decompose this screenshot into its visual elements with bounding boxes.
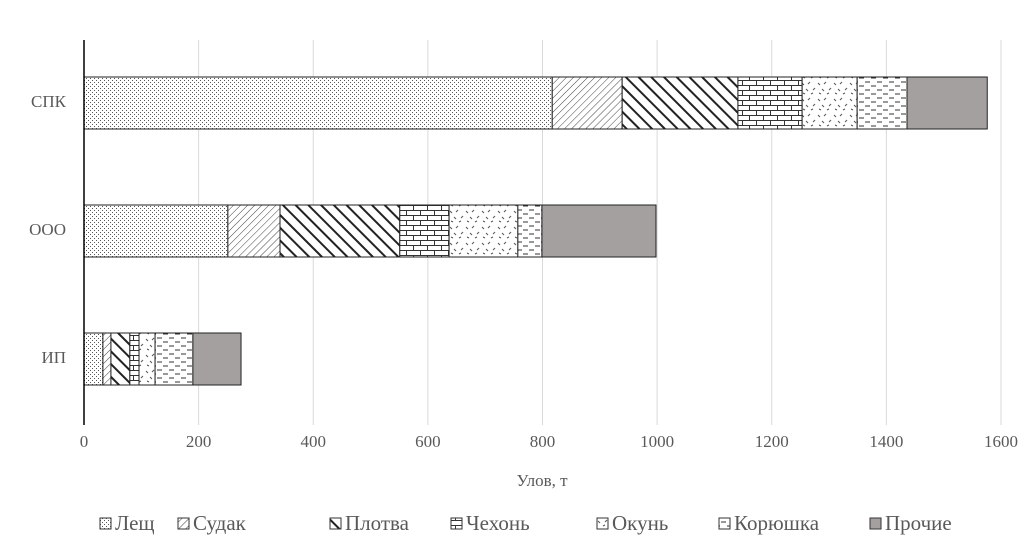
- bar-segment: [279, 204, 401, 258]
- x-tick-label: 1000: [640, 432, 674, 451]
- legend-swatch: [177, 517, 190, 530]
- x-tick-label: 1600: [984, 432, 1018, 451]
- bar-segment: [448, 204, 519, 258]
- bar-segment: [621, 76, 739, 130]
- bar-segment: [399, 204, 450, 258]
- y-tick-label: ООО: [29, 220, 66, 239]
- legend-swatch: [718, 517, 731, 530]
- bar-segment: [83, 76, 553, 130]
- bar-segment: [541, 204, 657, 258]
- bar-segment: [737, 76, 803, 130]
- x-tick-label: 1200: [755, 432, 789, 451]
- x-axis-label: Улов, т: [516, 471, 568, 490]
- bar-segment: [83, 204, 229, 258]
- x-tick-label: 0: [80, 432, 89, 451]
- legend-swatch: [869, 517, 882, 530]
- legend-label: Чехонь: [466, 511, 530, 535]
- bar-segment: [517, 204, 543, 258]
- bar-segment: [551, 76, 623, 130]
- x-tick-label: 800: [530, 432, 556, 451]
- legend-label: Плотва: [345, 511, 410, 535]
- legend-swatch: [596, 517, 609, 530]
- bar-segment: [154, 332, 194, 386]
- legend-label: Судак: [193, 511, 247, 535]
- x-tick-label: 600: [415, 432, 441, 451]
- legend-swatch: [450, 517, 463, 530]
- bar-segment: [192, 332, 242, 386]
- legend-swatch: [329, 517, 342, 530]
- bar-segment: [138, 332, 156, 386]
- bar-segment: [83, 332, 104, 386]
- bar-segment: [856, 76, 908, 130]
- x-tick-label: 400: [301, 432, 327, 451]
- y-tick-label: СПК: [31, 92, 67, 111]
- bar-segment: [801, 76, 858, 130]
- bar-segment: [102, 332, 112, 386]
- x-tick-label: 200: [186, 432, 212, 451]
- y-tick-label: ИП: [41, 348, 66, 367]
- x-tick-label: 1400: [869, 432, 903, 451]
- legend-label: Прочие: [885, 511, 952, 535]
- legend-label: Корюшка: [734, 511, 820, 535]
- bar-segment: [906, 76, 988, 130]
- bar-segment: [110, 332, 131, 386]
- bar-segment: [227, 204, 281, 258]
- legend-label: Лещ: [115, 511, 155, 535]
- bar-segment: [129, 332, 140, 386]
- legend-swatch: [99, 517, 112, 530]
- legend-label: Окунь: [612, 511, 668, 535]
